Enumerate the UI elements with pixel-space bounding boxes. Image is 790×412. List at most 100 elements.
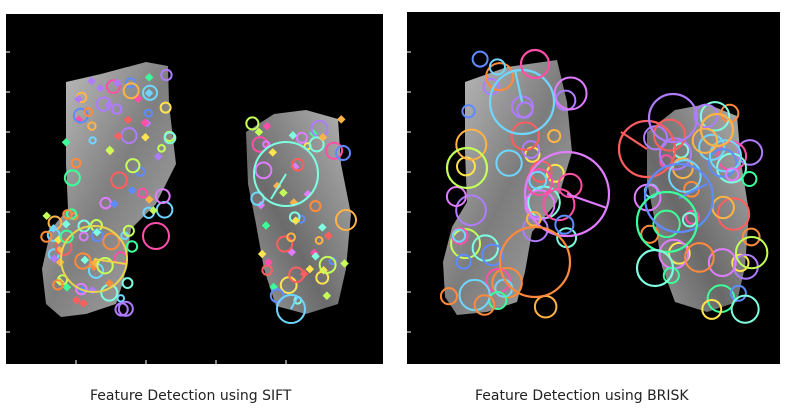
keypoint-circle [685, 209, 700, 225]
keypoint-circle [450, 228, 482, 260]
keypoint-circle [456, 156, 476, 177]
keypoint-marker [104, 101, 113, 110]
brisk-keypoints [439, 50, 769, 324]
keypoint-circle [701, 298, 723, 320]
keypoint-marker [257, 249, 267, 259]
keypoint-marker [322, 291, 332, 301]
keypoint-circle [699, 101, 731, 132]
axis-ticks [407, 51, 411, 333]
keypoint-circle [318, 255, 337, 274]
keypoint-circle [485, 62, 515, 92]
brisk-caption: Feature Detection using BRISK [475, 388, 689, 404]
keypoint-circle [557, 172, 583, 199]
sift-large-keypoints [60, 141, 357, 324]
keypoint-circle [461, 104, 476, 119]
tissue-section-left [443, 60, 572, 315]
keypoint-marker [79, 299, 88, 308]
keypoint-circle [75, 282, 88, 296]
keypoint-marker [123, 115, 133, 125]
keypoint-marker [72, 295, 81, 305]
keypoint-circle [137, 187, 148, 199]
keypoint-circle [74, 252, 92, 270]
keypoint-circle [741, 227, 761, 247]
keypoint-circle [163, 131, 177, 145]
keypoint-circle [309, 200, 322, 213]
keypoint-marker [291, 216, 301, 226]
keypoint-circle [554, 214, 575, 235]
keypoint-circle [652, 209, 681, 239]
keypoint-circle [455, 194, 487, 227]
keypoint-circle [684, 242, 715, 273]
keypoint-marker [268, 148, 277, 157]
keypoint-circle [730, 294, 760, 324]
keypoint-marker [96, 84, 105, 93]
keypoint-circle [117, 300, 134, 317]
keypoint-marker [105, 145, 115, 155]
keypoint-marker [74, 94, 83, 104]
keypoint-circle [276, 235, 294, 253]
keypoint-circle [111, 103, 123, 115]
keypoint-circle [122, 224, 135, 237]
brisk-visualization [407, 48, 769, 333]
keypoint-circle [52, 279, 64, 291]
keypoint-marker [264, 258, 273, 267]
keypoint-circle [533, 294, 558, 319]
keypoint-circle [105, 79, 121, 95]
keypoint-marker [127, 186, 137, 195]
keypoint-circle [741, 171, 758, 187]
keypoint-circle [693, 103, 719, 129]
keypoint-marker [144, 73, 154, 82]
keypoint-circle [96, 257, 114, 275]
keypoint-circle [141, 84, 159, 101]
keypoint-circle [731, 253, 750, 273]
keypoint-marker [105, 279, 114, 288]
keypoint-circle [471, 234, 500, 262]
keypoint-marker [261, 221, 271, 230]
keypoint-circle [54, 238, 73, 257]
keypoint-circle [553, 76, 588, 111]
keypoint-circle [662, 266, 680, 285]
sift-visualization [6, 51, 357, 364]
keypoint-circle [65, 208, 78, 220]
keypoint-circle [481, 243, 505, 267]
keypoint-circle [159, 101, 172, 114]
keypoint-circle [245, 116, 260, 131]
tissue-section-left [42, 62, 176, 317]
keypoint-marker [262, 121, 272, 131]
keypoint-circle [528, 170, 548, 190]
keypoint-circle [488, 58, 506, 76]
keypoint-marker [305, 264, 315, 274]
keypoint-circle [59, 229, 74, 244]
keypoint-circle [250, 191, 265, 206]
keypoint-circle [160, 68, 173, 82]
keypoint-circle [667, 241, 691, 265]
keypoint-circle [308, 136, 325, 153]
keypoint-circle [716, 197, 751, 231]
keypoint-circle [269, 288, 285, 304]
keypoint-circle [708, 139, 743, 173]
keypoint-marker [311, 252, 320, 261]
axis-ticks [6, 51, 287, 364]
keypoint-circle [88, 136, 97, 145]
keypoint-circle [653, 118, 687, 152]
keypoint-marker [144, 88, 154, 98]
keypoint-circle [491, 267, 523, 299]
keypoint-circle [154, 188, 171, 205]
keypoint-circle [455, 128, 488, 161]
keypoint-circle [545, 163, 565, 183]
keypoint-circle [155, 201, 174, 219]
keypoint-marker [113, 131, 123, 141]
keypoint-circle [458, 278, 491, 312]
keypoint-marker [149, 206, 158, 215]
brisk-large-keypoints [445, 48, 735, 299]
keypoint-circle [78, 231, 89, 242]
keypoint-marker [254, 127, 264, 137]
keypoint-circle [445, 186, 467, 207]
keypoint-marker [145, 195, 154, 204]
keypoint-marker [113, 78, 122, 88]
keypoint-circle [672, 157, 694, 180]
keypoint-circle [734, 235, 769, 270]
keypoint-circle [291, 158, 305, 172]
keypoint-circle [295, 131, 308, 144]
keypoint-circle [439, 287, 459, 306]
